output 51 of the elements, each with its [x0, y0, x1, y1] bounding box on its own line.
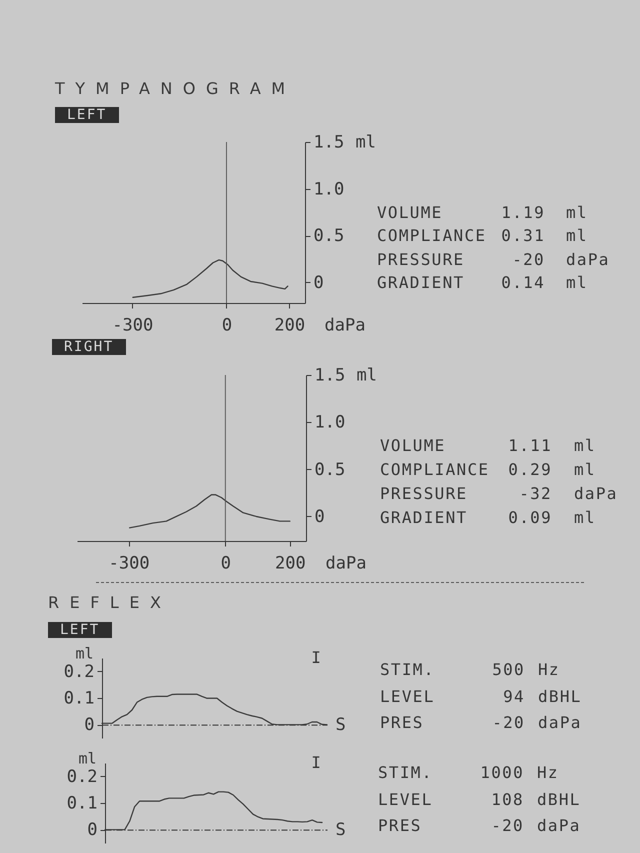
y-tick-label: 0.1 [64, 688, 94, 708]
text: VOLUME 1.11 ml [380, 436, 596, 455]
line-series [128, 494, 290, 528]
x-tick-label: 0 [220, 554, 231, 574]
text: PRES -20 daPa [380, 713, 582, 732]
annotation: I [311, 753, 321, 772]
x-axis-title: daPa [324, 316, 366, 336]
chart-subtitle: LEFT [55, 107, 119, 123]
text: GRADIENT 0.14 ml [377, 272, 588, 292]
text: COMPLIANCE 0.29 ml [380, 460, 596, 479]
y-tick-label: 0.5 [314, 460, 346, 480]
x-tick-label: 0 [222, 316, 232, 336]
text: GRADIENT 0.09 ml [380, 508, 596, 527]
line-series [132, 259, 288, 298]
x-tick-label: 200 [274, 316, 306, 336]
x-tick-label: -300 [108, 554, 150, 574]
chart-title: TYMPANOGRAM [55, 79, 296, 98]
x-axis-title: S [336, 820, 346, 840]
annotation: I [311, 648, 321, 667]
y-tick-label: 0 [314, 506, 325, 527]
text: PRESSURE -32 daPa [380, 484, 618, 503]
chart-title: REFLEX [48, 593, 172, 612]
y-axis-title: ml [356, 132, 376, 152]
text: COMPLIANCE 0.31 ml [377, 226, 588, 246]
text: PRESSURE -20 daPa [377, 250, 610, 269]
y-tick-label: 1.5 [314, 366, 346, 386]
x-axis-title: S [336, 715, 346, 736]
chart-subtitle: LEFT [48, 622, 112, 638]
y-tick-label: 0.2 [66, 766, 98, 787]
text: STIM. 1000 Hz [378, 763, 559, 782]
y-axis-title: ml [75, 644, 94, 662]
y-tick-label: 1.5 [314, 132, 344, 152]
text: VOLUME 1.19 ml [377, 203, 588, 222]
y-tick-label: 0 [87, 820, 98, 840]
y-tick-label: 0 [314, 272, 324, 293]
y-tick-label: 0 [84, 715, 94, 736]
text: LEVEL 94 dBHL [380, 686, 582, 706]
y-axis-title: ml [356, 366, 377, 386]
chart-subtitle: RIGHT [52, 339, 126, 355]
text: PRES -20 daPa [378, 816, 581, 835]
x-tick-label: -300 [112, 316, 154, 336]
x-tick-label: 200 [275, 554, 306, 574]
y-tick-label: 0.1 [66, 794, 98, 814]
text: STIM. 500 Hz [380, 660, 560, 679]
y-tick-label: 1.0 [314, 179, 344, 200]
y-tick-label: 0.2 [64, 662, 94, 682]
x-axis-title: daPa [326, 554, 366, 574]
y-axis-title: ml [78, 750, 97, 768]
text: LEVEL 108 dBHL [378, 790, 581, 808]
y-tick-label: 0.5 [314, 226, 344, 246]
y-tick-label: 1.0 [314, 412, 346, 433]
